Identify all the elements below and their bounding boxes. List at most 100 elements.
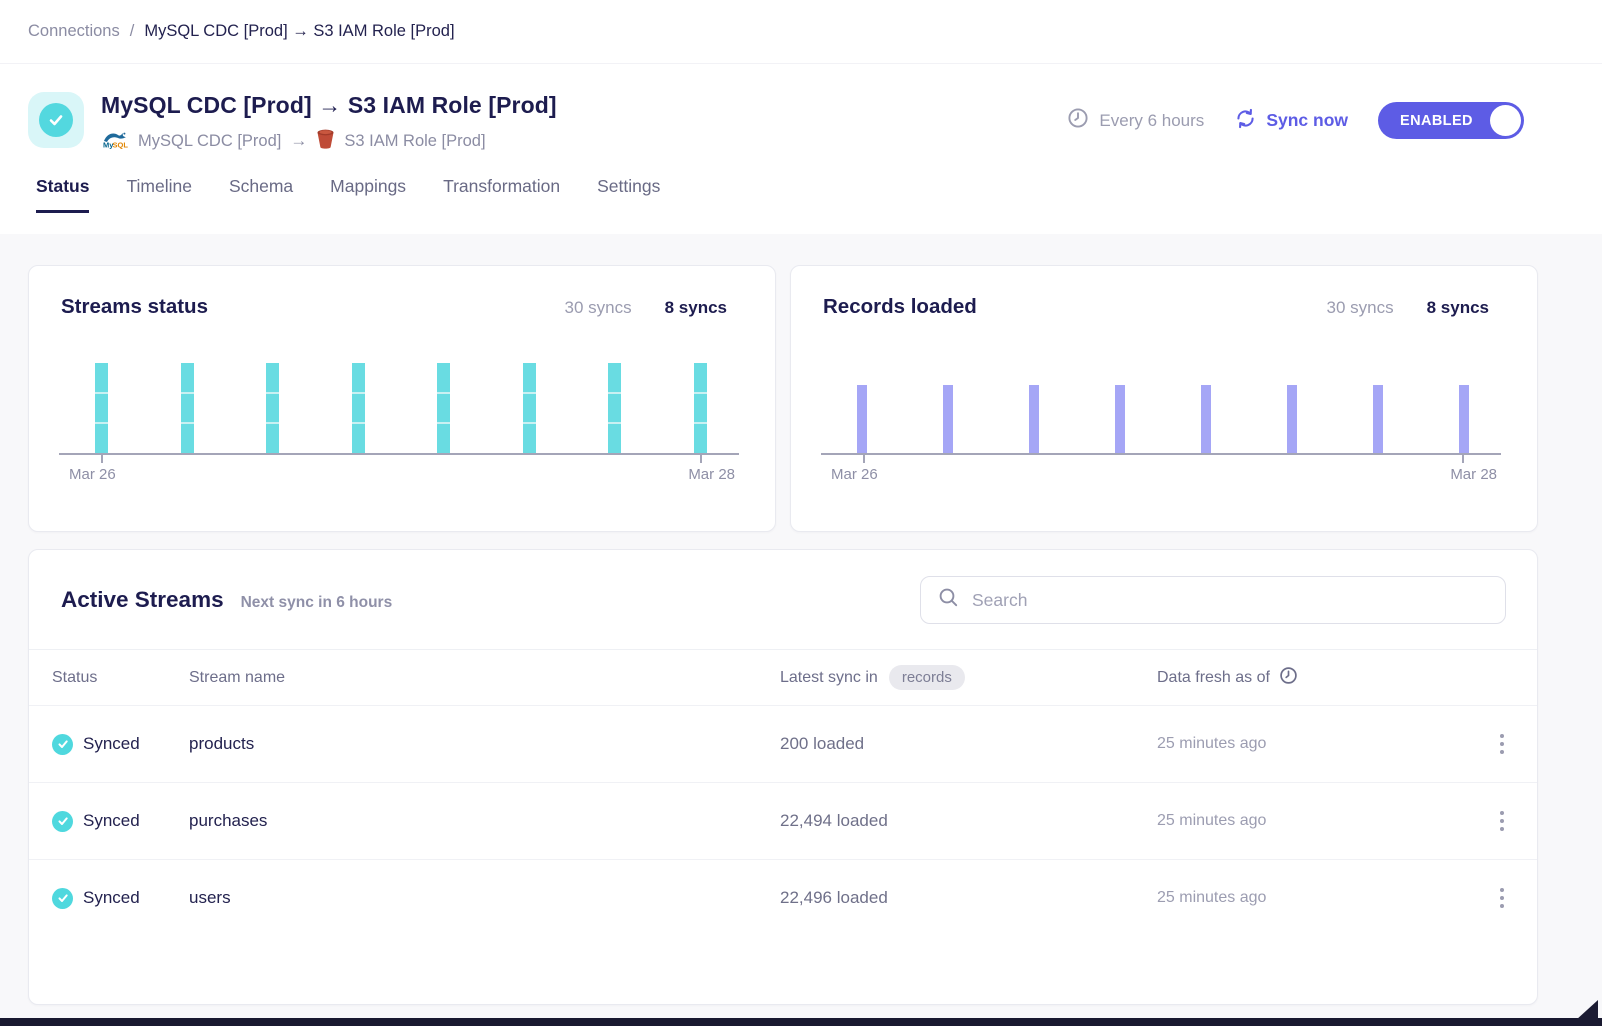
breadcrumb-separator: /: [129, 22, 135, 40]
latest-sync-label: Latest sync in: [780, 668, 878, 686]
tab-status[interactable]: Status: [36, 176, 90, 213]
cursor-artifact: [1576, 1000, 1598, 1020]
x-axis-labels: Mar 26 Mar 28: [69, 466, 735, 483]
clock-icon: [1279, 666, 1298, 690]
data-fresh-value: 25 minutes ago: [1157, 735, 1267, 752]
streams-status-bars: [95, 266, 707, 454]
enabled-toggle[interactable]: ENABLED: [1378, 102, 1524, 139]
x-tick-label-mar26: Mar 26: [831, 466, 878, 483]
records-unit-badge[interactable]: records: [888, 665, 965, 690]
x-axis-labels: Mar 26 Mar 28: [831, 466, 1497, 483]
data-fresh-value: 25 minutes ago: [1157, 812, 1267, 829]
clock-icon: [1067, 107, 1089, 134]
tab-mappings[interactable]: Mappings: [330, 176, 407, 196]
breadcrumb: Connections / MySQL CDC [Prod] → S3 IAM …: [0, 0, 1602, 64]
active-streams-title: Active Streams: [61, 587, 224, 612]
status-text: Synced: [83, 888, 140, 907]
sync-now-label: Sync now: [1266, 110, 1348, 130]
x-axis-tick-right: [1462, 455, 1464, 463]
records-loaded-chart: Mar 26 Mar 28: [791, 266, 1537, 531]
schedule-label: Every 6 hours: [1099, 110, 1205, 130]
x-axis-tick-right: [700, 455, 702, 463]
tab-transformation[interactable]: Transformation: [443, 176, 561, 196]
chart-cards: Streams status 30 syncs 8 syncs Mar 26 M…: [28, 265, 1538, 532]
records-loaded-card: Records loaded 30 syncs 8 syncs Mar 26 M…: [790, 265, 1538, 532]
stream-row-products[interactable]: Synced products 200 loaded 25 minutes ag…: [29, 705, 1537, 782]
page-title: MySQL CDC [Prod] → S3 IAM Role [Prod]: [101, 92, 557, 118]
connection-tabs: Status Timeline Schema Mappings Transfor…: [0, 176, 1602, 213]
legend-8-syncs[interactable]: 8 syncs: [664, 298, 727, 317]
x-tick-label-mar28: Mar 28: [688, 466, 735, 483]
svg-text:SQL: SQL: [113, 140, 129, 149]
x-axis-tick-left: [101, 455, 103, 463]
enabled-toggle-label: ENABLED: [1400, 112, 1473, 129]
x-axis-tick-left: [863, 455, 865, 463]
records-loaded-value: 200 loaded: [780, 734, 865, 753]
stream-name: products: [189, 734, 255, 753]
stream-name: users: [189, 888, 231, 907]
row-menu-button[interactable]: [1494, 728, 1510, 760]
synced-check-icon: [52, 733, 73, 755]
active-streams-card: Active Streams Next sync in 6 hours Stat…: [28, 549, 1538, 1005]
x-axis-line: [59, 453, 739, 455]
connection-identity: MySQL CDC [Prod] → S3 IAM Role [Prod] My…: [28, 92, 557, 154]
col-stream-name: Stream name: [189, 668, 286, 686]
x-tick-label-mar26: Mar 26: [69, 466, 116, 483]
status-text: Synced: [83, 811, 140, 830]
s3-bucket-icon: [316, 128, 335, 154]
stream-row-purchases[interactable]: Synced purchases 22,494 loaded 25 minute…: [29, 782, 1537, 859]
streams-status-legend: 30 syncs 8 syncs: [565, 298, 727, 318]
tab-settings[interactable]: Settings: [597, 176, 661, 196]
streams-table-header: Status Stream name Latest sync in record…: [29, 649, 1537, 705]
records-loaded-value: 22,494 loaded: [780, 811, 888, 830]
connection-status-badge: [28, 92, 84, 148]
legend-30-syncs[interactable]: 30 syncs: [1326, 298, 1394, 317]
records-loaded-title: Records loaded: [823, 295, 977, 318]
stream-name: purchases: [189, 811, 268, 830]
col-data-fresh: Data fresh as of: [1157, 666, 1480, 690]
connection-header: MySQL CDC [Prod] → S3 IAM Role [Prod] My…: [0, 64, 1602, 154]
col-status: Status: [52, 668, 98, 686]
toggle-knob: [1490, 105, 1521, 136]
stream-search[interactable]: [920, 576, 1506, 624]
breadcrumb-connections-link[interactable]: Connections: [28, 22, 120, 40]
synced-check-icon: [52, 887, 73, 909]
status-text: Synced: [83, 734, 140, 753]
connection-endpoints: My SQL MySQL CDC [Prod] → S3 IAM Role [: [101, 128, 557, 154]
sync-now-button[interactable]: Sync now: [1234, 107, 1348, 135]
tab-schema[interactable]: Schema: [228, 176, 294, 196]
active-streams-heading: Active Streams Next sync in 6 hours: [61, 587, 392, 613]
streams-status-chart: Mar 26 Mar 28: [29, 266, 775, 531]
status-tab-content: Streams status 30 syncs 8 syncs Mar 26 M…: [0, 234, 1602, 1026]
sync-schedule: Every 6 hours: [1067, 107, 1204, 134]
records-loaded-legend: 30 syncs 8 syncs: [1327, 298, 1489, 318]
legend-8-syncs[interactable]: 8 syncs: [1426, 298, 1489, 317]
refresh-icon: [1234, 107, 1257, 135]
col-latest-sync: Latest sync in records: [780, 665, 1157, 690]
destination-name: S3 IAM Role [Prod]: [344, 131, 486, 150]
flow-arrow: →: [290, 131, 308, 150]
header-actions: Every 6 hours Sync now ENABLED: [1067, 102, 1524, 139]
synced-check-icon: [52, 810, 73, 832]
source-name: MySQL CDC [Prod]: [138, 131, 282, 150]
next-sync-label: Next sync in 6 hours: [240, 594, 393, 611]
data-fresh-label: Data fresh as of: [1157, 668, 1270, 686]
x-axis-line: [821, 453, 1501, 455]
tab-timeline[interactable]: Timeline: [126, 176, 192, 196]
bottom-edge-bar: [0, 1018, 1602, 1026]
mysql-logo-icon: My SQL: [101, 129, 129, 154]
connection-titles: MySQL CDC [Prod] → S3 IAM Role [Prod] My…: [101, 92, 557, 154]
legend-30-syncs[interactable]: 30 syncs: [564, 298, 632, 317]
search-input[interactable]: [972, 589, 1488, 611]
x-tick-label-mar28: Mar 28: [1450, 466, 1497, 483]
row-menu-button[interactable]: [1494, 882, 1510, 914]
search-icon: [938, 587, 959, 613]
svg-text:My: My: [103, 140, 114, 149]
row-menu-button[interactable]: [1494, 805, 1510, 837]
check-circle-icon: [39, 103, 73, 137]
data-fresh-value: 25 minutes ago: [1157, 889, 1267, 906]
records-loaded-value: 22,496 loaded: [780, 888, 888, 907]
stream-row-users[interactable]: Synced users 22,496 loaded 25 minutes ag…: [29, 859, 1537, 936]
records-loaded-bars: [857, 266, 1469, 453]
